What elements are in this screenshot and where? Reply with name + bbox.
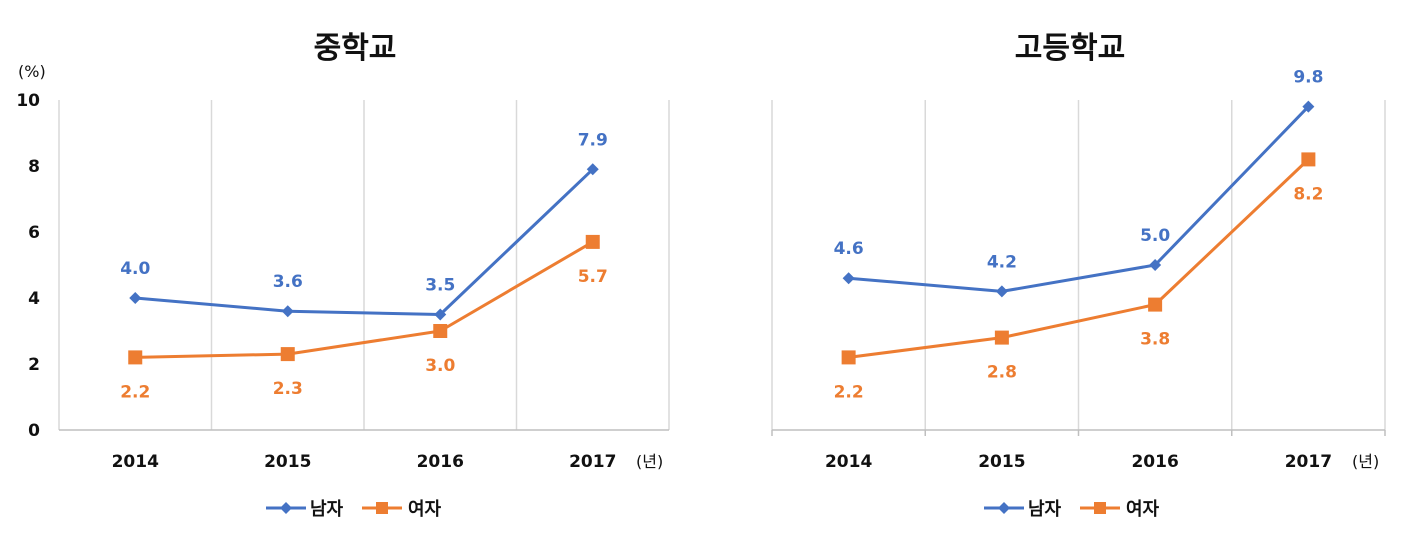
x-tick-label: 2016 xyxy=(417,452,464,472)
data-label-male: 5.0 xyxy=(1140,226,1170,246)
data-label-female: 3.0 xyxy=(425,356,455,376)
data-label-male: 4.2 xyxy=(987,252,1017,272)
legend-left: 남자 여자 xyxy=(266,499,442,520)
x-axis-unit-right: (년) xyxy=(1352,452,1379,471)
data-point-male xyxy=(129,292,142,304)
legend-female-label: 여자 xyxy=(1126,499,1160,520)
data-label-male: 9.8 xyxy=(1293,68,1323,88)
data-point-male xyxy=(842,272,855,285)
chart-title-middle-school: 중학교 xyxy=(314,31,397,66)
x-tick-label: 2017 xyxy=(1285,452,1332,472)
x-tick-label: 2014 xyxy=(825,452,872,472)
data-point-female xyxy=(433,324,448,338)
data-label-female: 2.3 xyxy=(273,379,303,399)
data-label-female: 2.2 xyxy=(834,382,864,402)
y-tick-label: 6 xyxy=(28,223,40,243)
series-line-female xyxy=(135,240,594,359)
data-point-male xyxy=(1149,259,1162,271)
legend-female-label: 여자 xyxy=(408,499,442,520)
x-tick-label: 2014 xyxy=(112,452,159,472)
data-point-female xyxy=(280,347,295,362)
data-point-male xyxy=(586,163,599,176)
data-point-female xyxy=(128,350,143,365)
series-line-male xyxy=(848,105,1310,293)
data-point-female xyxy=(1301,152,1316,167)
legend-male-diamond xyxy=(280,502,292,514)
x-axis-unit-left: (년) xyxy=(636,452,663,471)
y-tick-label: 2 xyxy=(28,355,40,375)
data-label-female: 8.2 xyxy=(1293,184,1323,204)
data-label-male: 4.0 xyxy=(120,259,150,279)
data-point-female xyxy=(994,330,1009,345)
x-tick-label: 2016 xyxy=(1131,452,1178,472)
legend-female-square xyxy=(376,502,388,514)
data-label-male: 3.6 xyxy=(273,272,303,292)
data-point-male xyxy=(434,308,447,321)
y-tick-label: 10 xyxy=(16,91,40,111)
data-point-female xyxy=(585,234,600,249)
data-point-female xyxy=(841,350,856,365)
data-label-female: 2.8 xyxy=(987,363,1017,383)
legend-male-label: 남자 xyxy=(310,499,344,520)
data-label-female: 2.2 xyxy=(120,382,150,402)
data-point-male xyxy=(1302,100,1315,113)
chart-title-high-school: 고등학교 xyxy=(1015,31,1125,66)
data-point-male xyxy=(281,305,294,318)
legend-right: 남자 여자 xyxy=(984,499,1160,520)
data-point-female xyxy=(1148,297,1163,312)
legend-female-square xyxy=(1094,502,1106,514)
x-tick-label: 2017 xyxy=(569,452,616,472)
data-label-male: 4.6 xyxy=(834,239,864,259)
legend-male-diamond xyxy=(998,502,1010,514)
y-axis-unit: (%) xyxy=(18,62,46,81)
data-point-male xyxy=(995,285,1008,298)
data-label-male: 3.5 xyxy=(425,276,455,296)
series-line-male xyxy=(135,168,594,316)
y-tick-label: 4 xyxy=(28,289,40,309)
y-tick-label: 0 xyxy=(28,421,40,441)
data-label-female: 3.8 xyxy=(1140,330,1170,350)
series-line-female xyxy=(848,158,1310,359)
data-label-male: 7.9 xyxy=(578,130,608,150)
legend-male-label: 남자 xyxy=(1028,499,1062,520)
data-label-female: 5.7 xyxy=(578,267,608,287)
x-tick-label: 2015 xyxy=(978,452,1025,472)
x-tick-label: 2015 xyxy=(264,452,311,472)
y-tick-label: 8 xyxy=(28,157,40,177)
